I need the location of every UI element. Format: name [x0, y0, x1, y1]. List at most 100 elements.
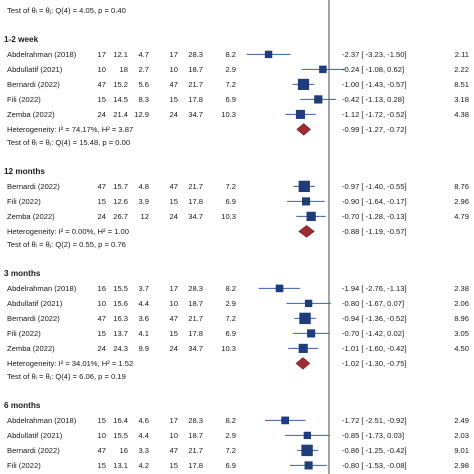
- pooled-effect-diamond: [298, 225, 315, 238]
- study-sd2: 7.2: [225, 80, 236, 89]
- study-n2: 10: [170, 299, 178, 308]
- study-sd2: 7.2: [225, 314, 236, 323]
- study-n1: 10: [98, 431, 106, 440]
- study-ci: -0.70 [ -1.42, 0.02]: [342, 329, 404, 338]
- study-n1: 16: [98, 284, 106, 293]
- study-n1: 15: [98, 461, 106, 470]
- study-sd1: 4.7: [138, 50, 149, 59]
- study-sd2: 2.9: [225, 299, 236, 308]
- study-sd1: 3.7: [138, 284, 149, 293]
- study-m1: 15.5: [113, 431, 128, 440]
- study-sd1: 8.3: [138, 95, 149, 104]
- study-n1: 24: [98, 212, 106, 221]
- study-name: Bernardi (2022): [7, 446, 60, 455]
- study-sd1: 2.7: [138, 65, 149, 74]
- study-n1: 15: [98, 416, 106, 425]
- study-sd2: 8.2: [225, 284, 236, 293]
- study-ci: -0.24 [ -1.08, 0.62]: [342, 65, 404, 74]
- study-sd1: 4.8: [138, 182, 149, 191]
- study-n2: 10: [170, 65, 178, 74]
- study-name: Fili (2022): [7, 95, 41, 104]
- group-label: 6 months: [4, 401, 41, 410]
- study-m2: 17.8: [188, 197, 203, 206]
- study-sd2: 6.9: [225, 461, 236, 470]
- study-weight: 3.18: [454, 95, 469, 104]
- study-ci: -0.42 [ -1.13, 0.28]: [342, 95, 404, 104]
- study-sd1: 4.6: [138, 416, 149, 425]
- study-n1: 17: [98, 50, 106, 59]
- study-ci: -0.80 [ -1.53, -0.08]: [342, 461, 407, 470]
- study-ci: -2.37 [ -3.23, -1.50]: [342, 50, 407, 59]
- study-m2: 28.3: [188, 284, 203, 293]
- study-sd1: 4.4: [138, 299, 149, 308]
- study-effect-box: [314, 95, 323, 104]
- study-m2: 28.3: [188, 50, 203, 59]
- study-n2: 15: [170, 329, 178, 338]
- group-test: Test of θᵢ = θⱼ: Q(4) = 4.05, p = 0.40: [7, 6, 126, 15]
- study-effect-box: [281, 416, 289, 425]
- pooled-ci: -0.99 [ -1.27, -0.72]: [342, 125, 407, 134]
- study-m2: 17.8: [188, 95, 203, 104]
- study-name: Bernardi (2022): [7, 314, 60, 323]
- study-name: Fili (2022): [7, 461, 41, 470]
- study-n1: 10: [98, 299, 106, 308]
- study-m1: 15.5: [113, 284, 128, 293]
- study-sd2: 6.9: [225, 329, 236, 338]
- study-m1: 26.7: [113, 212, 128, 221]
- study-ci: -1.01 [ -1.60, -0.42]: [342, 344, 407, 353]
- study-effect-box: [303, 431, 311, 440]
- study-m2: 18.7: [188, 65, 203, 74]
- study-weight: 2.03: [454, 431, 469, 440]
- study-effect-box: [299, 312, 311, 325]
- study-sd2: 10.3: [221, 110, 236, 119]
- study-name: Bernardi (2022): [7, 80, 60, 89]
- study-m1: 14.5: [113, 95, 128, 104]
- study-n1: 47: [98, 80, 106, 89]
- study-n2: 47: [170, 446, 178, 455]
- group-label: 12 months: [4, 167, 45, 176]
- study-weight: 8.76: [454, 182, 469, 191]
- study-weight: 2.49: [454, 416, 469, 425]
- pooled-effect-diamond: [295, 357, 311, 370]
- study-weight: 2.98: [454, 461, 469, 470]
- heterogeneity-stat: Heterogeneity: I² = 0.00%, H² = 1.00: [7, 227, 129, 236]
- study-effect-box: [298, 343, 308, 353]
- study-sd1: 4.1: [138, 329, 149, 338]
- heterogeneity-stat: Heterogeneity: I² = 74.17%, H² = 3.87: [7, 125, 133, 134]
- study-m2: 21.7: [188, 314, 203, 323]
- study-effect-box: [295, 109, 305, 119]
- study-n2: 47: [170, 182, 178, 191]
- study-weight: 2.11: [455, 50, 469, 59]
- study-sd2: 10.3: [221, 344, 236, 353]
- study-name: Abdullatif (2021): [7, 431, 63, 440]
- study-ci: -0.94 [ -1.36, -0.52]: [342, 314, 407, 323]
- study-sd1: 4.2: [138, 461, 149, 470]
- study-m1: 18: [120, 65, 128, 74]
- study-m1: 16: [120, 446, 128, 455]
- study-n2: 47: [170, 80, 178, 89]
- study-ci: -0.86 [ -1.25, -0.42]: [342, 446, 407, 455]
- study-weight: 4.38: [454, 110, 469, 119]
- group-test: Test of θᵢ = θⱼ: Q(4) = 6.06, p = 0.19: [7, 372, 126, 381]
- study-weight: 2.38: [454, 284, 469, 293]
- study-n2: 10: [170, 431, 178, 440]
- study-m2: 34.7: [188, 344, 203, 353]
- study-weight: 4.79: [454, 212, 469, 221]
- study-sd1: 12.9: [134, 110, 149, 119]
- group-test: Test of θᵢ = θⱼ: Q(4) = 15.48, p = 0.00: [7, 138, 130, 147]
- study-name: Abdelrahman (2018): [7, 284, 77, 293]
- study-m2: 17.8: [188, 329, 203, 338]
- study-name: Zemba (2022): [7, 344, 55, 353]
- study-effect-box: [306, 211, 316, 222]
- study-m2: 18.7: [188, 431, 203, 440]
- study-effect-box: [264, 50, 273, 59]
- study-name: Bernardi (2022): [7, 182, 60, 191]
- study-n1: 15: [98, 329, 106, 338]
- study-sd1: 3.3: [138, 446, 149, 455]
- study-ci: -1.72 [ -2.51, -0.92]: [342, 416, 407, 425]
- study-n2: 17: [170, 284, 178, 293]
- study-ci: -1.00 [ -1.43, -0.57]: [342, 80, 407, 89]
- study-name: Zemba (2022): [7, 110, 55, 119]
- study-effect-box: [302, 197, 311, 206]
- study-n2: 17: [170, 416, 178, 425]
